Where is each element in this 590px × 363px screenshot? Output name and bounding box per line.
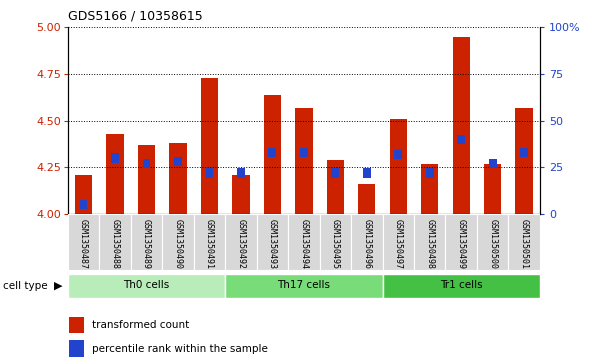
Bar	[68, 274, 225, 298]
Bar	[453, 37, 470, 214]
Bar	[288, 214, 320, 270]
Bar	[394, 150, 402, 159]
Text: GSM1350495: GSM1350495	[331, 219, 340, 269]
Bar	[174, 157, 182, 167]
Bar	[69, 340, 84, 357]
Bar	[201, 78, 218, 214]
Text: GSM1350499: GSM1350499	[457, 219, 466, 269]
Text: Tr1 cells: Tr1 cells	[440, 280, 483, 290]
Bar	[516, 107, 533, 214]
Bar	[484, 164, 502, 214]
Bar	[80, 200, 87, 209]
Bar	[509, 214, 540, 270]
Text: Th0 cells: Th0 cells	[123, 280, 170, 290]
Bar	[264, 94, 281, 214]
Text: GSM1350498: GSM1350498	[425, 219, 434, 269]
Bar	[382, 214, 414, 270]
Bar	[106, 134, 124, 214]
Bar	[232, 175, 250, 214]
Bar	[477, 214, 509, 270]
Text: Th17 cells: Th17 cells	[277, 280, 330, 290]
Text: GSM1350490: GSM1350490	[173, 219, 182, 269]
Bar	[426, 168, 434, 178]
Text: GSM1350501: GSM1350501	[520, 219, 529, 269]
Bar	[131, 214, 162, 270]
Bar	[138, 145, 155, 214]
Text: GSM1350488: GSM1350488	[110, 219, 120, 269]
Bar	[111, 154, 119, 163]
Bar	[268, 148, 276, 157]
Bar	[457, 135, 465, 144]
Text: GSM1350494: GSM1350494	[299, 219, 309, 269]
Bar	[489, 159, 497, 168]
Bar	[445, 214, 477, 270]
Bar	[421, 164, 438, 214]
Bar	[327, 160, 344, 214]
Text: GSM1350496: GSM1350496	[362, 219, 371, 269]
Bar	[414, 214, 445, 270]
Bar	[194, 214, 225, 270]
Bar	[358, 184, 375, 214]
Text: GSM1350492: GSM1350492	[237, 219, 245, 269]
Text: GSM1350489: GSM1350489	[142, 219, 151, 269]
Text: GSM1350497: GSM1350497	[394, 219, 403, 269]
Bar	[225, 214, 257, 270]
Bar	[257, 214, 288, 270]
Text: GSM1350500: GSM1350500	[488, 219, 497, 269]
Bar	[75, 175, 92, 214]
Bar	[332, 168, 339, 178]
Bar	[389, 119, 407, 214]
Bar	[300, 148, 308, 157]
Bar	[162, 214, 194, 270]
Bar	[169, 143, 186, 214]
Bar	[68, 214, 99, 270]
Text: GDS5166 / 10358615: GDS5166 / 10358615	[68, 9, 202, 22]
Bar	[225, 274, 382, 298]
Bar	[69, 317, 84, 333]
Text: GSM1350493: GSM1350493	[268, 219, 277, 269]
Bar	[520, 148, 528, 157]
Text: percentile rank within the sample: percentile rank within the sample	[91, 343, 267, 354]
Bar	[237, 168, 245, 178]
Bar	[99, 214, 131, 270]
Text: ▶: ▶	[54, 281, 63, 291]
Bar	[205, 168, 214, 178]
Bar	[143, 159, 150, 168]
Text: cell type: cell type	[3, 281, 48, 291]
Text: GSM1350491: GSM1350491	[205, 219, 214, 269]
Bar	[320, 214, 351, 270]
Bar	[295, 107, 313, 214]
Bar	[363, 168, 371, 178]
Bar	[382, 274, 540, 298]
Text: transformed count: transformed count	[91, 320, 189, 330]
Bar	[351, 214, 382, 270]
Text: GSM1350487: GSM1350487	[79, 219, 88, 269]
